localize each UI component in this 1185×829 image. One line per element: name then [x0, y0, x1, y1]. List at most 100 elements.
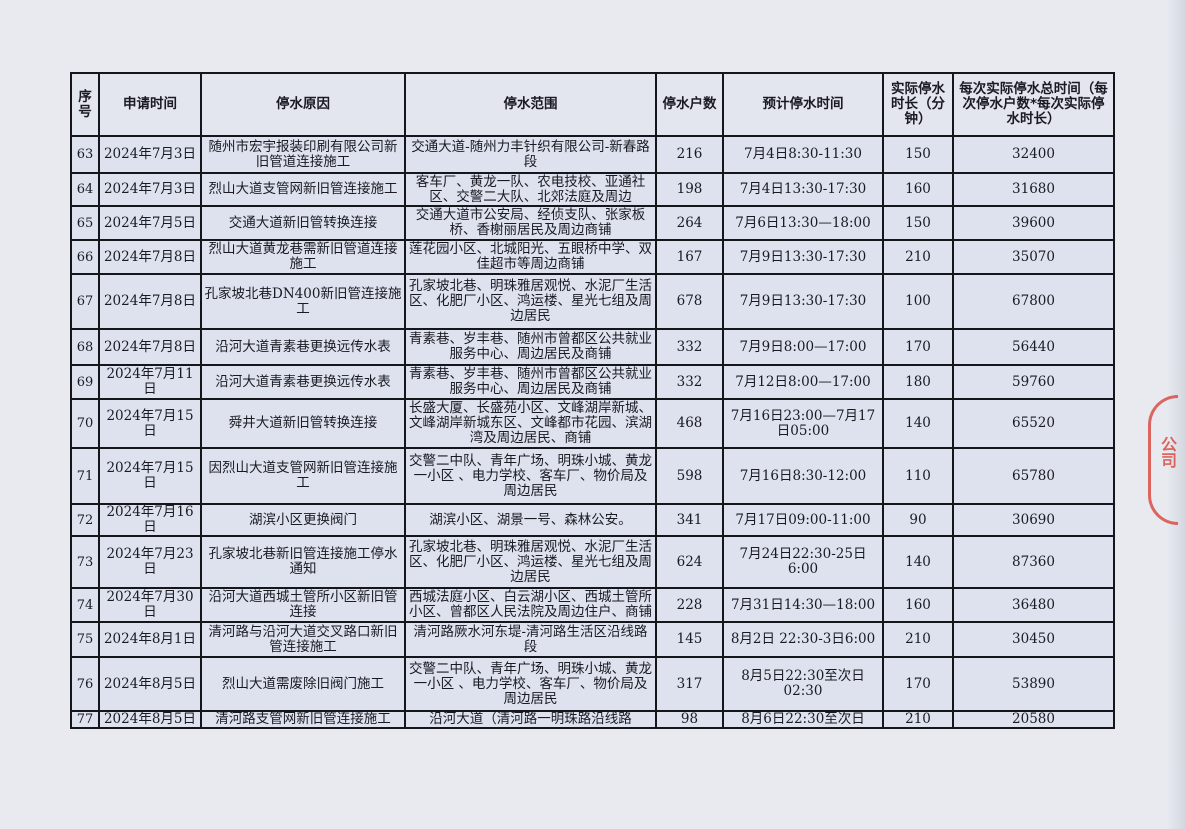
apply-date: 2024年7月8日: [98, 239, 202, 275]
households: 468: [655, 398, 724, 449]
planned-time: 7月9日13:30-17:30: [722, 273, 884, 330]
duration-minutes: 210: [882, 710, 954, 729]
outage-reason: 孔家坡北巷DN400新旧管连接施工: [200, 273, 406, 330]
outage-reason: 沿河大道青素巷更换远传水表: [200, 364, 406, 400]
apply-date: 2024年7月23日: [98, 535, 202, 589]
stamp-text: 公司: [1158, 436, 1177, 468]
planned-time: 8月5日22:30至次日02:30: [722, 656, 884, 712]
outage-reason: 清河路支管网新旧管连接施工: [200, 710, 406, 729]
duration-minutes: 170: [882, 328, 954, 366]
table-row: 71 2024年7月15日 因烈山大道支管网新旧管连接施工 交警二中队、青年广场、明珠…: [70, 447, 1115, 505]
outage-scope: 交警二中队、青年广场、明珠小城、黄龙一小区 、电力学校、客车厂、物价局及周边居民: [404, 656, 657, 712]
outage-reason: 交通大道新旧管转换连接: [200, 205, 406, 241]
households: 332: [655, 328, 724, 366]
table-row: 72 2024年7月16日 湖滨小区更换阀门 湖滨小区、湖景一号、森林公安。 341 7月…: [70, 503, 1115, 537]
duration-minutes: 180: [882, 364, 954, 400]
table-row: 68 2024年7月8日 沿河大道青素巷更换远传水表 青素巷、岁丰巷、随州市曾都区公共…: [70, 328, 1115, 366]
duration-minutes: 160: [882, 172, 954, 207]
header-apply-date: 申请时间: [98, 72, 202, 137]
apply-date: 2024年7月15日: [98, 398, 202, 449]
households: 598: [655, 447, 724, 505]
households: 678: [655, 273, 724, 330]
total-outage-time: 30450: [952, 621, 1115, 658]
outage-reason: 舜井大道新旧管转换连接: [200, 398, 406, 449]
households: 624: [655, 535, 724, 589]
row-index: 64: [70, 172, 100, 207]
outage-scope: 交警二中队、青年广场、明珠小城、黄龙一小区 、电力学校、客车厂、物价局及周边居民: [404, 447, 657, 505]
row-index: 75: [70, 621, 100, 658]
total-outage-time: 53890: [952, 656, 1115, 712]
apply-date: 2024年7月16日: [98, 503, 202, 537]
row-index: 71: [70, 447, 100, 505]
row-index: 65: [70, 205, 100, 241]
header-households: 停水户数: [655, 72, 724, 137]
apply-date: 2024年7月8日: [98, 328, 202, 366]
planned-time: 7月24日22:30-25日6:00: [722, 535, 884, 589]
apply-date: 2024年7月5日: [98, 205, 202, 241]
duration-minutes: 90: [882, 503, 954, 537]
outage-reason: 沿河大道西城土管所小区新旧管连接: [200, 587, 406, 623]
total-outage-time: 65520: [952, 398, 1115, 449]
outage-scope: 孔家坡北巷、明珠雅居观悦、水泥厂生活区、化肥厂小区、鸿运楼、星光七组及周边居民: [404, 535, 657, 589]
planned-time: 7月16日8:30-12:00: [722, 447, 884, 505]
table-row: 64 2024年7月3日 烈山大道支管网新旧管连接施工 客车厂、黄龙一队、农电技校、亚…: [70, 172, 1115, 207]
table-row: 73 2024年7月23日 孔家坡北巷新旧管连接施工停水通知 孔家坡北巷、明珠雅居观悦…: [70, 535, 1115, 589]
header-planned-time: 预计停水时间: [722, 72, 884, 137]
apply-date: 2024年7月8日: [98, 273, 202, 330]
planned-time: 7月31日14:30—18:00: [722, 587, 884, 623]
outage-scope: 莲花园小区、北城阳光、五眼桥中学、双佳超市等周边商铺: [404, 239, 657, 275]
total-outage-time: 39600: [952, 205, 1115, 241]
duration-minutes: 150: [882, 135, 954, 174]
outage-scope: 交通大道-随州力丰针织有限公司-新春路段: [404, 135, 657, 174]
households: 98: [655, 710, 724, 729]
outage-reason: 烈山大道需废除旧阀门施工: [200, 656, 406, 712]
outage-scope: 客车厂、黄龙一队、农电技校、亚通社区、交警二大队、北郊法庭及周边: [404, 172, 657, 207]
duration-minutes: 210: [882, 239, 954, 275]
outage-scope: 长盛大厦、长盛苑小区、文峰湖岸新城、文峰湖岸新城东区、文峰都市花园、滨湖湾及周边…: [404, 398, 657, 449]
households: 167: [655, 239, 724, 275]
households: 198: [655, 172, 724, 207]
outage-scope: 清河路厥水河东堤-清河路生活区沿线路段: [404, 621, 657, 658]
planned-time: 7月12日8:00—17:00: [722, 364, 884, 400]
header-row: 序号 申请时间 停水原因 停水范围 停水户数 预计停水时间 实际停水时长（分钟） 每次实际停水…: [70, 72, 1115, 137]
row-index: 73: [70, 535, 100, 589]
duration-minutes: 210: [882, 621, 954, 658]
outage-scope: 青素巷、岁丰巷、随州市曾都区公共就业服务中心、周边居民及商铺: [404, 328, 657, 366]
table-row: 69 2024年7月11日 沿河大道青素巷更换远传水表 青素巷、岁丰巷、随州市曾都区公…: [70, 364, 1115, 400]
total-outage-time: 59760: [952, 364, 1115, 400]
duration-minutes: 150: [882, 205, 954, 241]
outage-scope: 沿河大道（清河路一明珠路沿线路: [404, 710, 657, 729]
planned-time: 7月6日13:30—18:00: [722, 205, 884, 241]
apply-date: 2024年7月3日: [98, 135, 202, 174]
row-index: 69: [70, 364, 100, 400]
outage-scope: 交通大道市公安局、经侦支队、张家板桥、香榭丽居民及周边商铺: [404, 205, 657, 241]
duration-minutes: 160: [882, 587, 954, 623]
table-row: 63 2024年7月3日 随州市宏宇报装印刷有限公司新旧管道连接施工 交通大道-随州力…: [70, 135, 1115, 174]
outage-reason: 烈山大道支管网新旧管连接施工: [200, 172, 406, 207]
row-index: 68: [70, 328, 100, 366]
total-outage-time: 67800: [952, 273, 1115, 330]
outage-reason: 烈山大道黄龙巷需新旧管道连接施工: [200, 239, 406, 275]
outage-reason: 清河路与沿河大道交叉路口新旧管连接施工: [200, 621, 406, 658]
outage-scope: 孔家坡北巷、明珠雅居观悦、水泥厂生活区、化肥厂小区、鸿运楼、星光七组及周边居民: [404, 273, 657, 330]
table-row: 76 2024年8月5日 烈山大道需废除旧阀门施工 交警二中队、青年广场、明珠小城、黄…: [70, 656, 1115, 712]
duration-minutes: 140: [882, 535, 954, 589]
planned-time: 7月9日8:00—17:00: [722, 328, 884, 366]
total-outage-time: 56440: [952, 328, 1115, 366]
planned-time: 7月9日13:30-17:30: [722, 239, 884, 275]
row-index: 74: [70, 587, 100, 623]
duration-minutes: 140: [882, 398, 954, 449]
outage-scope: 青素巷、岁丰巷、随州市曾都区公共就业服务中心、周边居民及商铺: [404, 364, 657, 400]
apply-date: 2024年7月3日: [98, 172, 202, 207]
header-total-time: 每次实际停水总时间（每次停水户数*每次实际停水时长）: [952, 72, 1115, 137]
header-scope: 停水范围: [404, 72, 657, 137]
planned-time: 7月17日09:00-11:00: [722, 503, 884, 537]
apply-date: 2024年7月30日: [98, 587, 202, 623]
households: 341: [655, 503, 724, 537]
table-row: 66 2024年7月8日 烈山大道黄龙巷需新旧管道连接施工 莲花园小区、北城阳光、五眼…: [70, 239, 1115, 275]
planned-time: 7月4日8:30-11:30: [722, 135, 884, 174]
header-duration: 实际停水时长（分钟）: [882, 72, 954, 137]
header-index: 序号: [70, 72, 100, 137]
households: 317: [655, 656, 724, 712]
row-index: 70: [70, 398, 100, 449]
